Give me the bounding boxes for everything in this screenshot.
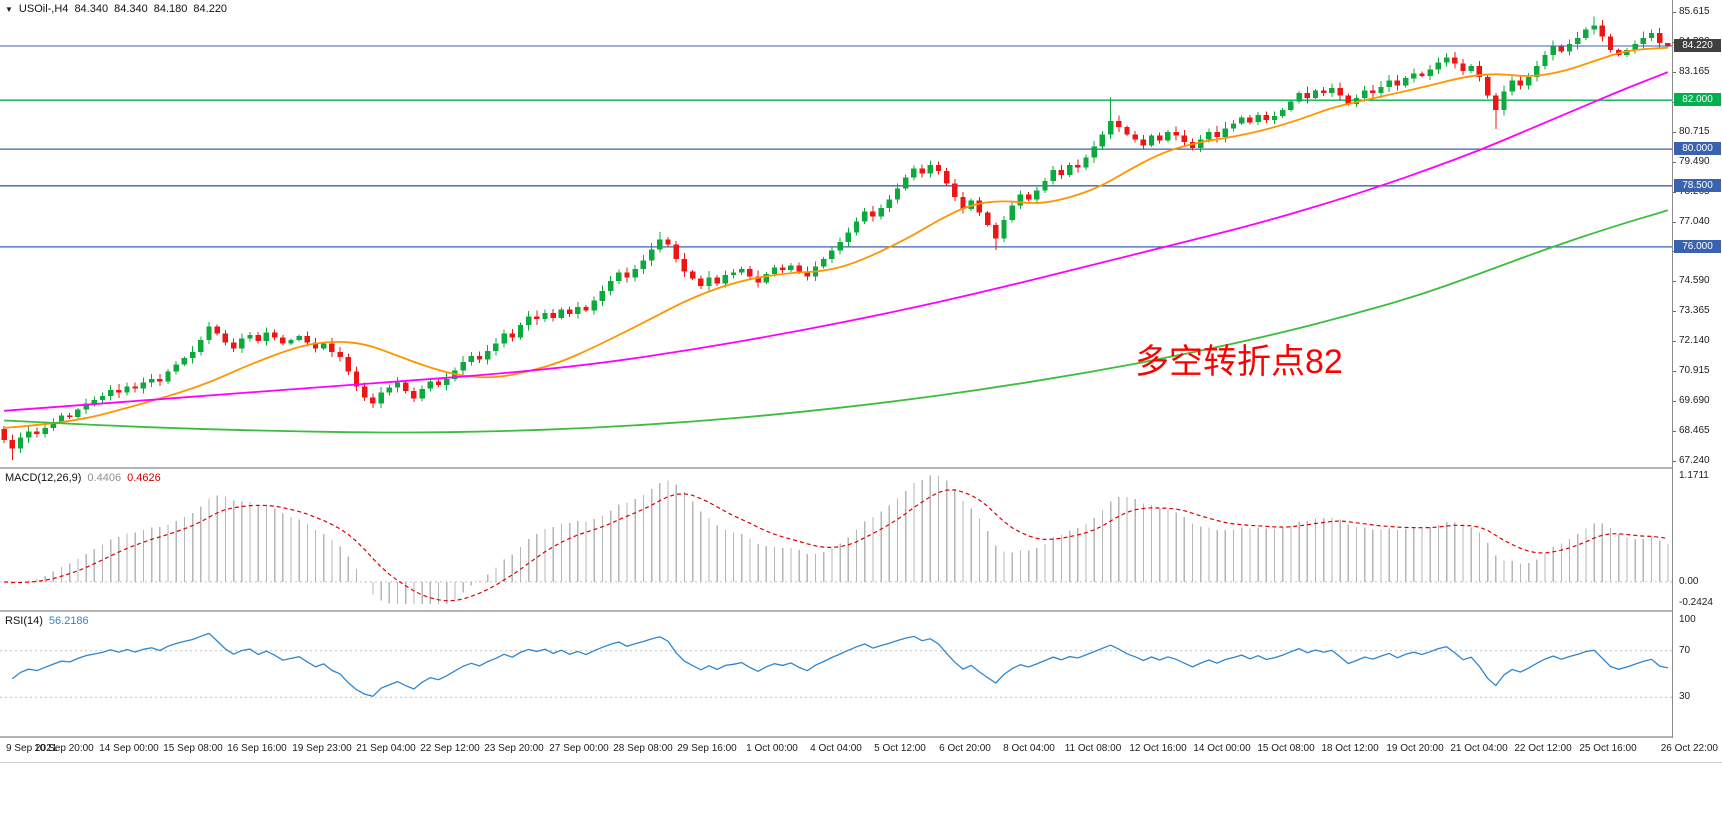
rsi-axis-70-label: 70 — [1679, 644, 1691, 656]
rsi-info-bar: RSI(14) 56.2186 — [5, 615, 95, 627]
ohlc-low: 84.180 — [153, 3, 188, 15]
rsi-panel[interactable]: RSI(14) 56.2186 — [0, 612, 1672, 736]
time-axis-label: 19 Sep 23:00 — [292, 743, 352, 754]
time-axis-label: 22 Sep 12:00 — [420, 743, 480, 754]
rsi-axis-100-label: 100 — [1679, 614, 1696, 625]
time-axis-label: 10 Sep 20:00 — [34, 743, 94, 754]
ma-mid-line[interactable] — [4, 71, 1669, 412]
time-axis-label: 4 Oct 04:00 — [810, 743, 862, 754]
panel-separator[interactable] — [0, 610, 1722, 612]
time-axis-label: 22 Oct 12:00 — [1514, 743, 1572, 754]
chart-text-annotation[interactable]: 多空转折点82 — [1135, 343, 1343, 381]
time-axis-label: 14 Sep 00:00 — [99, 743, 159, 754]
time-axis-label: 11 Oct 08:00 — [1064, 743, 1122, 754]
macd-chart[interactable] — [0, 469, 1672, 610]
rsi-chart[interactable] — [0, 612, 1672, 736]
price-axis[interactable]: 85.61584.39083.16581.94080.71579.49078.2… — [1672, 0, 1722, 738]
time-axis-label: 9 Sep 2021 — [6, 743, 58, 754]
ma-fast-line[interactable] — [4, 46, 1668, 429]
macd-info-bar: MACD(12,26,9) 0.4406 0.4626 — [5, 472, 167, 484]
time-axis-label: 27 Sep 00:00 — [549, 743, 609, 754]
time-axis-label: 23 Sep 20:00 — [484, 743, 544, 754]
price-axis-label: 73.365 — [1679, 305, 1710, 317]
axis-tick — [1673, 341, 1676, 343]
price-axis-label: 79.490 — [1679, 155, 1710, 167]
axis-tick — [1673, 431, 1676, 433]
time-axis-label: 12 Oct 16:00 — [1129, 743, 1187, 754]
time-axis-label: 18 Oct 12:00 — [1321, 743, 1379, 754]
time-axis-label: 6 Oct 20:00 — [939, 743, 991, 754]
axis-tick — [1673, 281, 1676, 283]
axis-tick — [1673, 71, 1676, 73]
price-axis-label: 83.165 — [1679, 65, 1710, 77]
macd-signal-value: 0.4626 — [127, 472, 161, 484]
price-chart-panel[interactable]: ▼ USOil-,H4 84.340 84.340 84.180 84.220 多空转折点… — [0, 0, 1672, 467]
macd-signal-line — [4, 489, 1668, 602]
price-axis-label: 80.715 — [1679, 125, 1710, 137]
time-axis-label: 25 Oct 16:00 — [1579, 743, 1637, 754]
price-axis-label: 72.140 — [1679, 335, 1710, 347]
price-axis-label: 69.690 — [1679, 395, 1710, 407]
time-axis-label: 15 Sep 08:00 — [163, 743, 223, 754]
axis-tick — [1673, 131, 1676, 133]
rsi-value: 56.2186 — [48, 615, 89, 627]
candles — [1, 16, 1671, 461]
macd-main-value: 0.4406 — [87, 472, 122, 484]
axis-tick — [1673, 221, 1676, 223]
macd-axis-min-label: -0.2424 — [1679, 597, 1713, 608]
axis-tick — [1673, 401, 1676, 403]
rsi-label: RSI(14) — [5, 615, 43, 627]
time-axis-label: 14 Oct 00:00 — [1193, 743, 1251, 754]
time-axis-label: 15 Oct 08:00 — [1257, 743, 1315, 754]
axis-tick — [1673, 191, 1676, 193]
price-level-tag-76.000: 76.000 — [1674, 239, 1721, 253]
axis-tick — [1673, 461, 1676, 463]
chart-info-bar: ▼ USOil-,H4 84.340 84.340 84.180 84.220 — [5, 3, 233, 15]
axis-tick — [1673, 161, 1676, 163]
time-axis-label: 21 Oct 04:00 — [1450, 743, 1508, 754]
current-price-tag: 84.220 — [1674, 38, 1721, 52]
time-axis-label: 16 Sep 16:00 — [227, 743, 287, 754]
symbol-timeframe-label: USOil-,H4 — [18, 3, 69, 15]
ma-slow-line[interactable] — [4, 209, 1669, 434]
price-level-tag-78.500: 78.500 — [1674, 178, 1721, 192]
time-axis-label: 21 Sep 04:00 — [356, 743, 416, 754]
axis-tick — [1673, 371, 1676, 373]
time-axis-label: 19 Oct 20:00 — [1386, 743, 1444, 754]
macd-panel[interactable]: MACD(12,26,9) 0.4406 0.4626 — [0, 469, 1672, 610]
price-level-tag-82.000: 82.000 — [1674, 93, 1721, 107]
price-axis-label: 74.590 — [1679, 275, 1710, 287]
ohlc-high: 84.340 — [114, 3, 148, 15]
candlestick-chart[interactable] — [0, 0, 1672, 467]
axis-tick — [1673, 11, 1676, 13]
time-axis-label: 8 Oct 04:00 — [1003, 743, 1055, 754]
price-axis-label: 67.240 — [1679, 455, 1710, 467]
axis-tick — [1673, 311, 1676, 313]
panel-separator[interactable] — [0, 736, 1722, 738]
ohlc-close: 84.220 — [193, 3, 228, 15]
macd-label: MACD(12,26,9) — [5, 472, 82, 484]
rsi-axis-30-label: 30 — [1679, 691, 1691, 703]
chart-menu-icon[interactable]: ▼ — [5, 5, 13, 14]
price-axis-label: 70.915 — [1679, 365, 1710, 377]
time-axis-label: 26 Oct 22:00 — [1660, 743, 1718, 754]
price-axis-label: 85.615 — [1679, 5, 1710, 17]
panel-separator[interactable] — [0, 467, 1722, 469]
rsi-line — [11, 632, 1669, 698]
price-axis-label: 77.040 — [1679, 215, 1710, 227]
time-axis[interactable]: 9 Sep 2021 10 Sep 20:00 14 Sep 00:00 15 Sep… — [0, 738, 1722, 763]
time-axis-label: 29 Sep 16:00 — [677, 743, 737, 754]
time-axis-label: 28 Sep 08:00 — [613, 743, 673, 754]
price-level-tag-80.000: 80.000 — [1674, 142, 1721, 156]
price-axis-label: 68.465 — [1679, 425, 1710, 437]
macd-axis-max-label: 1.1711 — [1679, 470, 1709, 481]
macd-axis-zero-label: 0.00 — [1679, 575, 1699, 587]
macd-histogram — [11, 475, 1669, 604]
ohlc-open: 84.340 — [74, 3, 109, 15]
time-axis-label: 1 Oct 00:00 — [746, 743, 798, 754]
time-axis-label: 5 Oct 12:00 — [874, 743, 926, 754]
